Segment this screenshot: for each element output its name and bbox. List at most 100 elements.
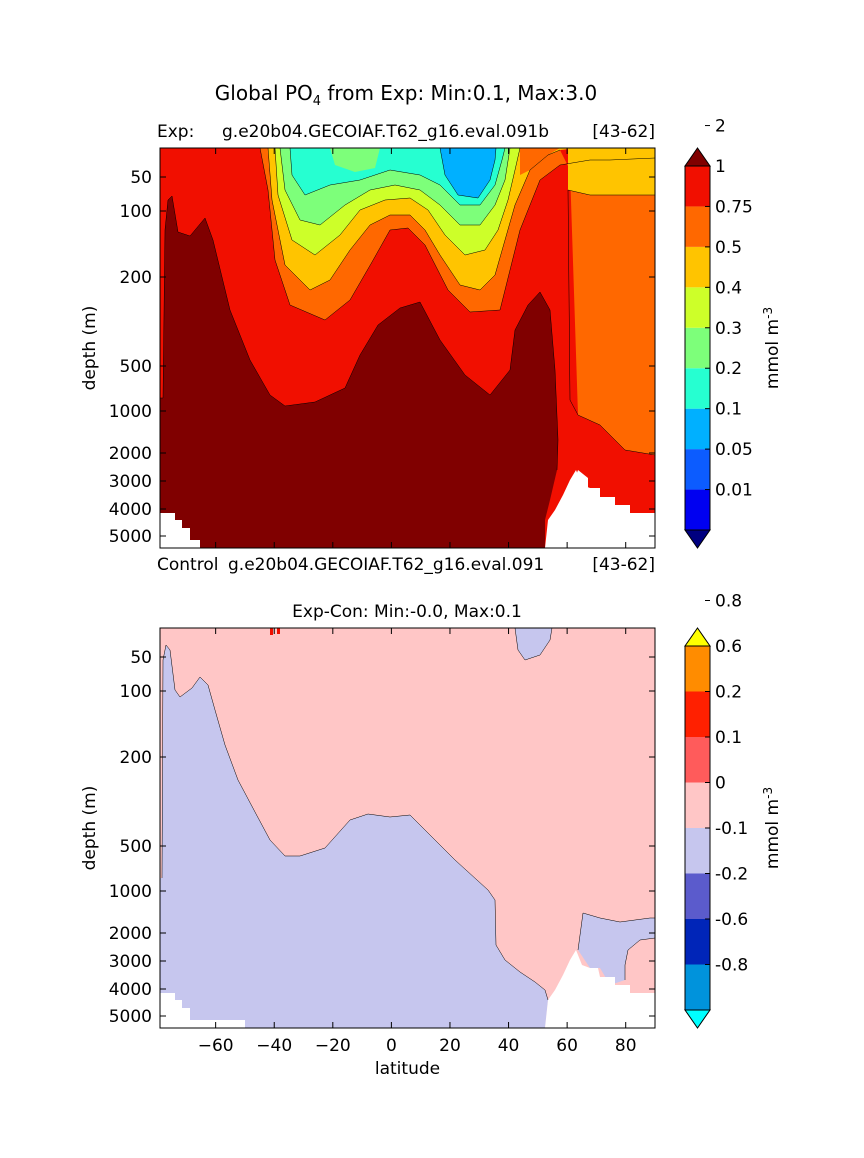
bottom-topography-right: [545, 950, 655, 1028]
colorbar-segment: [685, 489, 710, 530]
colorbar-tick-label: 0.75: [715, 197, 753, 217]
colorbar-extend-bottom: [684, 1009, 711, 1029]
colorbar-tick-label: 0.8: [715, 592, 742, 612]
colorbar-segment: [685, 287, 710, 328]
x-tick-label: −60: [198, 1036, 234, 1056]
bottom-band-neg-top: [515, 628, 552, 660]
colorbar-segment: [685, 782, 710, 828]
y-tick-label: 500: [120, 837, 152, 857]
exp-years: [43-62]: [592, 122, 655, 142]
y-tick-label: 100: [120, 682, 152, 702]
y-tick-label: 50: [130, 168, 152, 188]
colorbar-label: mmol m-3: [761, 307, 783, 389]
colorbar-segment: [685, 449, 710, 490]
colorbar-tick-label: 0.4: [715, 278, 742, 298]
colorbar-tick-label: 2: [715, 117, 726, 137]
colorbar-extend-top: [684, 627, 711, 647]
x-tick-label: 0: [386, 1036, 397, 1056]
bottom-contour-line-zero: [161, 644, 549, 1001]
bottom-spot-positive-a: [270, 628, 273, 635]
colorbar-segment: [685, 166, 710, 207]
x-tick-label: 80: [615, 1036, 637, 1056]
colorbar-tick-label: 0.01: [715, 481, 753, 501]
top-contour-line-right-upper: [567, 189, 655, 196]
figure-title: Global PO4 from Exp: Min:0.1, Max:3.0: [215, 81, 597, 109]
bottom-band-neg-0.1-0: [160, 628, 548, 1028]
top-contour-line-2: [160, 195, 559, 471]
y-tick-label: 4000: [109, 500, 152, 520]
colorbar-tick-label: 0.5: [715, 238, 742, 258]
top-plot-frame: [159, 147, 656, 549]
y-axis-label: depth (m): [80, 786, 100, 871]
top-contour-line-0.2: [289, 148, 506, 206]
colorbar-segment: [685, 206, 710, 247]
y-tick-label: 50: [130, 648, 152, 668]
y-tick-label: 200: [120, 268, 152, 288]
y-tick-label: 3000: [109, 952, 152, 972]
top-contour-line-1: [259, 148, 655, 321]
colorbar-extend-bottom: [684, 529, 711, 549]
bottom-panel-title: Exp-Con: Min:-0.0, Max:0.1: [292, 602, 522, 622]
colorbar-tick-label: 0.2: [715, 683, 742, 703]
y-axis-label: depth (m): [80, 306, 100, 391]
x-tick-label: −20: [315, 1036, 351, 1056]
colorbar-segment: [685, 327, 710, 369]
colorbar-segment: [685, 408, 710, 450]
x-tick-label: 20: [439, 1036, 461, 1056]
colorbar-label: mmol m-3: [761, 787, 783, 869]
colorbar-tick-label: 1: [715, 157, 726, 177]
colorbar-segment: [685, 919, 710, 965]
top-band-0.1-0.2: [440, 148, 496, 198]
top-contour-line-0.4: [274, 148, 521, 256]
colorbar-tick-label: -0.6: [715, 910, 748, 930]
colorbar-tick-label: -0.1: [715, 819, 748, 839]
bottom-band-neg-right: [578, 913, 655, 985]
y-tick-label: 100: [120, 202, 152, 222]
y-tick-label: 2000: [109, 924, 152, 944]
colorbar-segment: [685, 737, 710, 783]
y-tick-label: 1000: [109, 402, 152, 422]
top-topography-right: [545, 470, 655, 548]
x-axis-label: latitude: [375, 1059, 440, 1079]
colorbar-tick-label: -0.2: [715, 865, 748, 885]
top-contour-line-0.1: [439, 148, 497, 199]
y-tick-label: 4000: [109, 980, 152, 1000]
control-case-name: g.e20b04.GECOIAF.T62_g16.eval.091: [228, 555, 544, 575]
colorbar-segment: [685, 691, 710, 737]
y-tick-label: 5000: [109, 527, 152, 547]
colorbar-segment: [685, 646, 710, 692]
bottom-contour-line-top: [514, 628, 553, 661]
colorbar-tick-label: 0.2: [715, 359, 742, 379]
x-tick-label: 60: [556, 1036, 578, 1056]
y-tick-label: 500: [120, 357, 152, 377]
colorbar-segment: [685, 964, 710, 1010]
top-contour-line-0.3: [279, 148, 511, 226]
top-contour-line-right: [567, 189, 655, 456]
colorbar-tick-label: 0.1: [715, 400, 742, 420]
top-contour-fill: [160, 148, 655, 548]
x-tick-label: −40: [256, 1036, 292, 1056]
colorbar-tick-label: 0.05: [715, 440, 753, 460]
top-topography-left: [160, 513, 200, 548]
colorbar-segment: [685, 873, 710, 919]
bottom-contour-fill: [160, 628, 655, 1028]
colorbar-segment: [685, 368, 710, 409]
bottom-contour-line-right: [577, 912, 655, 951]
colorbar-tick-label: 0.3: [715, 319, 742, 339]
top-band-right-upper: [568, 148, 655, 195]
colorbar-segment: [685, 246, 710, 288]
colorbar-extend-top: [684, 147, 711, 167]
exp-case-name: g.e20b04.GECOIAF.T62_g16.eval.091b: [222, 122, 549, 142]
top-band-above-2: [160, 148, 558, 548]
x-tick-label: 40: [498, 1036, 520, 1056]
top-band-0.2-0.3-patch: [330, 148, 380, 172]
bottom-spot-positive-b: [277, 628, 280, 634]
bottom-contour-line-right-low: [624, 937, 655, 980]
y-tick-label: 5000: [109, 1007, 152, 1027]
exp-label: Exp:: [157, 122, 194, 142]
bottom-plot-frame: [159, 627, 656, 1029]
colorbar-tick-label: 0.1: [715, 728, 742, 748]
y-tick-label: 3000: [109, 472, 152, 492]
y-tick-label: 2000: [109, 444, 152, 464]
